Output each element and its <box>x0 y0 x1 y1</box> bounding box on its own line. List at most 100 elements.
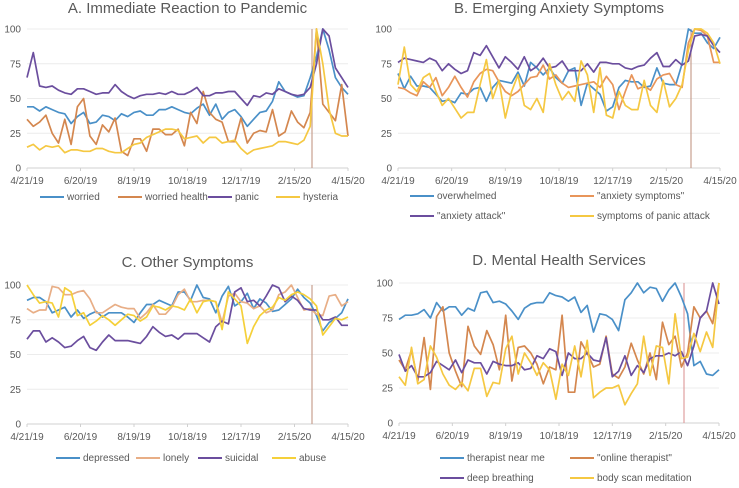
x-tick-label: 4/15/20 <box>331 176 365 187</box>
legend-item: "online therapist" <box>570 448 700 468</box>
y-tick-label: 50 <box>382 349 394 360</box>
legend: worried worried health panic hysteria <box>40 187 350 207</box>
x-tick-label: 10/18/19 <box>540 431 579 442</box>
y-tick-label: 0 <box>387 419 393 430</box>
chart-title: C. Other Symptoms <box>121 254 254 271</box>
legend-swatch <box>570 195 594 197</box>
legend-label: suicidal <box>225 452 259 464</box>
x-tick-label: 4/15/20 <box>331 432 365 443</box>
legend-item: therapist near me <box>440 448 570 468</box>
legend-swatch <box>570 457 594 459</box>
legend-label: overwhelmed <box>437 190 497 202</box>
y-tick-label: 0 <box>15 164 21 175</box>
legend-label: depressed <box>83 452 130 464</box>
x-tick-label: 12/17/19 <box>593 431 632 442</box>
y-tick-label: 25 <box>381 129 393 140</box>
legend-label: worried health <box>145 191 208 203</box>
legend-item: overwhelmed <box>410 186 570 206</box>
series-line-panic <box>26 28 349 107</box>
legend-label: "online therapist" <box>597 452 672 464</box>
x-tick-label: 4/21/19 <box>382 431 416 442</box>
legend-swatch <box>208 196 232 198</box>
series-line-online-therapist <box>398 282 720 394</box>
legend-label: symptoms of panic attack <box>597 210 710 222</box>
x-tick-label: 4/15/20 <box>702 431 736 442</box>
x-tick-label: 6/20/19 <box>64 176 98 187</box>
series-line-worried <box>27 28 349 128</box>
legend-item: abuse <box>272 448 342 468</box>
series-line-worried-health <box>26 28 349 157</box>
y-tick-label: 100 <box>4 25 21 36</box>
legend-label: worried <box>67 191 100 203</box>
y-tick-label: 25 <box>10 385 22 396</box>
legend-label: body scan meditation <box>597 472 692 484</box>
y-tick-label: 75 <box>10 59 22 70</box>
legend-label: hysteria <box>303 191 339 203</box>
legend-item: deep breathing <box>440 468 570 488</box>
x-tick-label: 6/20/19 <box>436 431 470 442</box>
legend-item: "anxiety symptoms" <box>570 186 730 206</box>
x-tick-label: 10/18/19 <box>168 176 207 187</box>
series-line-deep-breathing <box>398 282 720 378</box>
y-tick-label: 50 <box>381 94 393 105</box>
legend-label: "anxiety symptoms" <box>597 190 685 202</box>
legend-swatch <box>118 196 142 198</box>
x-tick-label: 8/19/19 <box>489 431 523 442</box>
y-tick-label: 75 <box>381 59 393 70</box>
legend-item: body scan meditation <box>570 468 700 488</box>
legend-swatch <box>198 457 222 459</box>
series-line-anxiety-symptoms <box>397 28 720 111</box>
legend-swatch <box>56 457 80 459</box>
chart-title: A. Immediate Reaction to Pandemic <box>67 0 308 17</box>
y-tick-label: 50 <box>10 350 22 361</box>
y-tick-label: 0 <box>15 420 21 431</box>
y-tick-label: 25 <box>382 384 394 395</box>
series-line-depressed <box>26 284 349 332</box>
x-tick-label: 4/21/19 <box>10 176 44 187</box>
chart-title: D. Mental Health Services <box>472 252 646 269</box>
legend: therapist near me "online therapist" deep … <box>440 448 739 488</box>
x-tick-label: 4/21/19 <box>10 432 44 443</box>
series-line-therapist-near-me <box>398 282 720 377</box>
legend-swatch <box>410 195 434 197</box>
legend-swatch <box>440 457 464 459</box>
legend-swatch <box>570 477 594 479</box>
x-tick-label: 2/15/20 <box>278 176 312 187</box>
legend-label: lonely <box>163 452 190 464</box>
legend-item: suicidal <box>198 448 272 468</box>
y-tick-label: 100 <box>4 281 21 292</box>
legend-label: abuse <box>299 452 327 464</box>
legend-item: symptoms of panic attack <box>570 206 730 226</box>
legend-swatch <box>570 215 594 217</box>
x-tick-label: 8/19/19 <box>117 432 151 443</box>
x-tick-label: 2/15/20 <box>649 431 683 442</box>
legend: overwhelmed "anxiety symptoms" "anxiety at… <box>410 186 739 226</box>
series-line-overwhelmed <box>397 28 721 112</box>
legend-label: deep breathing <box>467 472 534 484</box>
legend: depressed lonely suicidal abuse <box>56 448 356 468</box>
y-tick-label: 75 <box>382 314 394 325</box>
legend-swatch <box>272 457 296 459</box>
y-tick-label: 0 <box>386 164 392 175</box>
series-line-hysteria <box>26 28 348 155</box>
legend-item: lonely <box>136 448 198 468</box>
y-tick-label: 50 <box>10 94 22 105</box>
legend-label: panic <box>235 191 259 203</box>
y-tick-label: 75 <box>10 315 22 326</box>
legend-item: worried health <box>118 187 208 207</box>
series-line-anxiety-attack <box>397 33 721 75</box>
legend-swatch <box>276 196 300 198</box>
legend-swatch <box>136 457 160 459</box>
legend-label: therapist near me <box>467 452 545 464</box>
series-line-body-scan-meditation <box>398 282 720 406</box>
legend-label: "anxiety attack" <box>437 210 506 222</box>
legend-item: hysteria <box>276 187 346 207</box>
x-tick-label: 6/20/19 <box>64 432 98 443</box>
legend-item: depressed <box>56 448 136 468</box>
series-line-abuse <box>26 284 349 345</box>
y-tick-label: 100 <box>375 25 392 36</box>
legend-swatch <box>440 477 464 479</box>
x-tick-label: 2/15/20 <box>278 432 312 443</box>
